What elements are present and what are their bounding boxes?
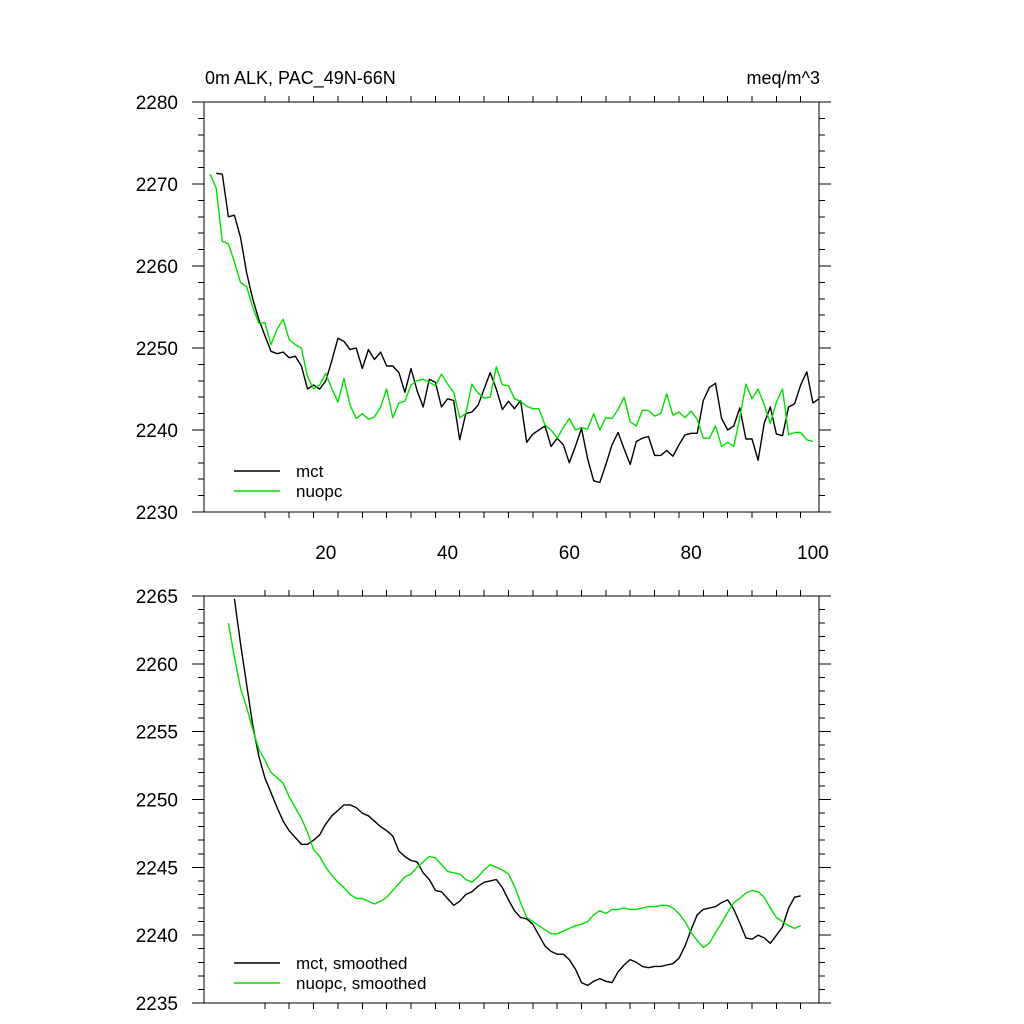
units-label: meq/m^3 bbox=[747, 68, 820, 88]
y-tick-label: 2240 bbox=[136, 421, 178, 442]
x-tick-label: 40 bbox=[437, 543, 458, 564]
legend-label: nuopc, smoothed bbox=[296, 974, 426, 993]
y-tick-label: 2260 bbox=[136, 655, 178, 676]
y-tick-label: 2270 bbox=[136, 175, 178, 196]
y-tick-label: 2240 bbox=[136, 926, 178, 947]
chart-title: 0m ALK, PAC_49N-66N bbox=[205, 68, 396, 89]
x-tick-label: 20 bbox=[315, 543, 336, 564]
y-tick-label: 2265 bbox=[136, 587, 178, 608]
series-line bbox=[233, 598, 801, 987]
plot-frame bbox=[203, 101, 820, 513]
y-tick-label: 2245 bbox=[136, 858, 178, 879]
y-tick-label: 2260 bbox=[136, 257, 178, 278]
series-line bbox=[209, 173, 814, 448]
series-line bbox=[216, 172, 820, 484]
y-tick-label: 2255 bbox=[136, 723, 178, 744]
bottom-panel: 2235 2240 2245 2250 2255 2260 2265 mct, smoothe… bbox=[136, 587, 831, 1015]
y-tick-label: 2235 bbox=[136, 994, 178, 1015]
legend-label: mct bbox=[296, 462, 324, 481]
plot-frame bbox=[203, 595, 820, 1004]
legend-label: nuopc bbox=[296, 482, 343, 501]
top-panel: 0m ALK, PAC_49N-66N meq/m^3 2230 2240 2250… bbox=[136, 68, 831, 564]
y-tick-label: 2280 bbox=[136, 93, 178, 114]
x-tick-label: 60 bbox=[559, 543, 580, 564]
x-tick-label: 100 bbox=[797, 543, 829, 564]
series-line bbox=[227, 622, 801, 949]
legend-label: mct, smoothed bbox=[296, 954, 408, 973]
y-tick-label: 2250 bbox=[136, 339, 178, 360]
y-tick-label: 2230 bbox=[136, 503, 178, 524]
x-tick-label: 80 bbox=[681, 543, 702, 564]
y-tick-label: 2250 bbox=[136, 791, 178, 812]
